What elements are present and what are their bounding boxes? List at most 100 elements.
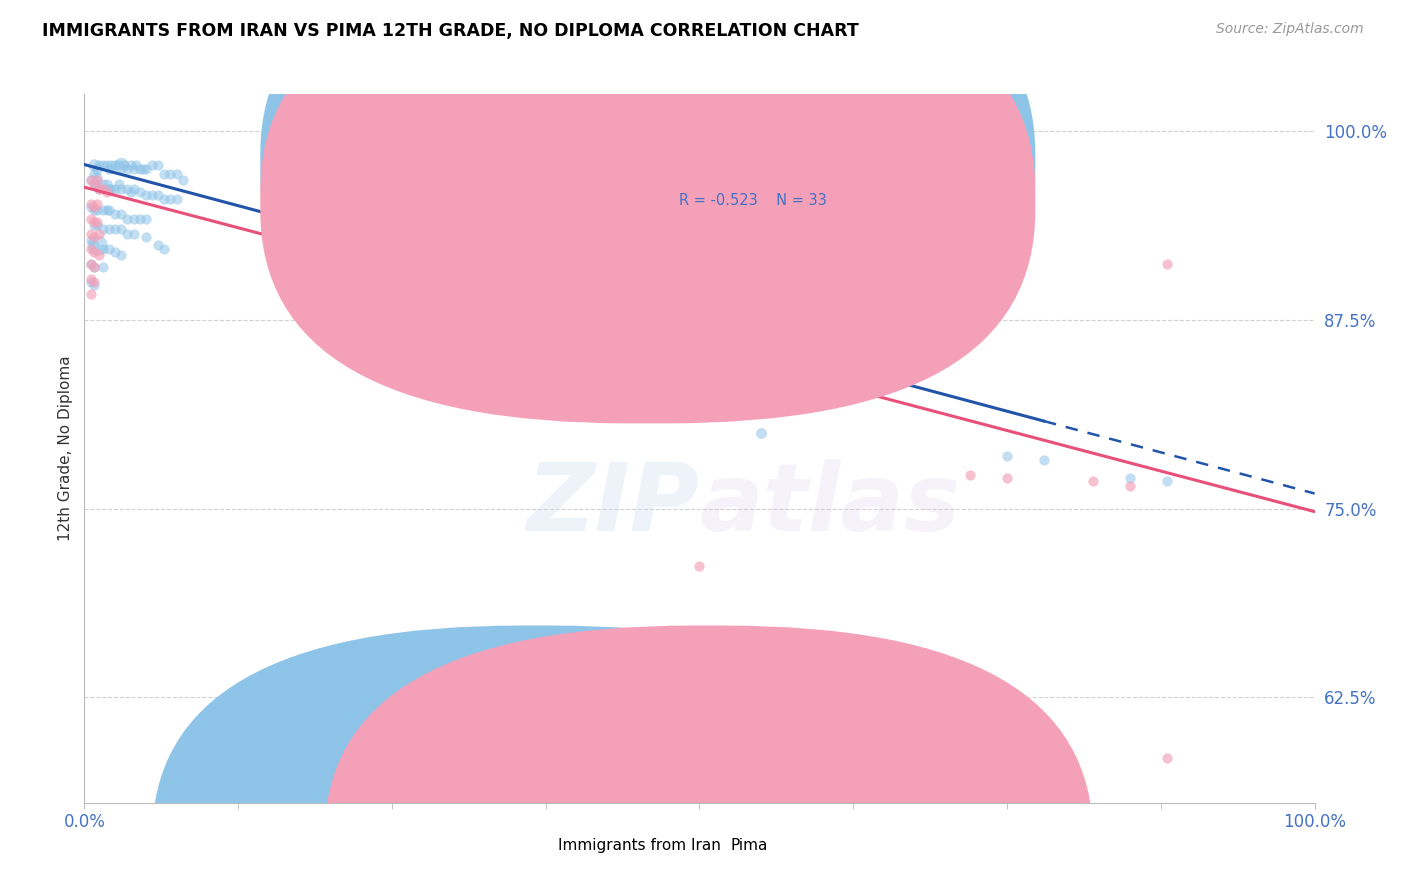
Point [96, 202, 118, 217]
Point [108, 177, 131, 191]
Point [995, 471, 1018, 485]
Point [79, 287, 101, 301]
Point [91, 157, 114, 171]
Point [128, 185, 150, 199]
Point [166, 167, 188, 181]
Point [79, 227, 101, 241]
Point [295, 157, 318, 171]
Point [344, 157, 367, 171]
Point [86, 172, 108, 186]
Point [83, 278, 105, 293]
Point [83, 260, 105, 275]
Point [83, 245, 105, 260]
Point [135, 230, 157, 244]
Point [83, 202, 105, 217]
Point [83, 230, 105, 244]
Point [959, 468, 981, 483]
Point [418, 167, 440, 181]
Point [1033, 453, 1056, 467]
Point [79, 275, 101, 289]
Point [110, 248, 132, 262]
Point [125, 157, 148, 171]
Text: atlas: atlas [700, 459, 960, 551]
Point [122, 211, 145, 226]
Point [135, 187, 157, 202]
Point [104, 157, 127, 171]
Point [1083, 475, 1105, 489]
Point [87, 227, 111, 241]
Point [117, 182, 139, 196]
Point [132, 162, 155, 177]
Point [122, 182, 145, 196]
Point [98, 162, 120, 177]
Point [91, 182, 114, 196]
Point [83, 167, 105, 181]
Point [79, 172, 101, 186]
Point [91, 177, 114, 191]
Point [96, 177, 118, 191]
Point [443, 260, 465, 275]
Point [467, 263, 489, 277]
Point [467, 162, 489, 177]
Point [110, 207, 132, 221]
FancyBboxPatch shape [260, 0, 1035, 424]
Point [87, 182, 111, 196]
Point [100, 182, 122, 196]
Point [148, 237, 170, 252]
Point [1156, 475, 1178, 489]
Text: Source: ZipAtlas.com: Source: ZipAtlas.com [1216, 22, 1364, 37]
Point [381, 211, 404, 226]
Point [1119, 471, 1142, 485]
FancyBboxPatch shape [607, 133, 872, 228]
Point [86, 215, 108, 229]
Point [83, 200, 105, 214]
Point [112, 157, 135, 171]
Point [257, 202, 280, 217]
Text: R = -0.407    N = 86: R = -0.407 N = 86 [679, 156, 827, 170]
Text: Immigrants from Iran: Immigrants from Iran [558, 838, 721, 853]
Point [98, 222, 120, 236]
Point [96, 185, 118, 199]
Point [87, 157, 111, 171]
Point [86, 196, 108, 211]
Point [689, 558, 711, 573]
Point [135, 162, 157, 177]
Point [749, 313, 772, 327]
Point [135, 211, 157, 226]
Point [83, 177, 105, 191]
FancyBboxPatch shape [325, 625, 1094, 892]
Point [153, 192, 176, 206]
Point [141, 187, 163, 202]
Point [128, 211, 150, 226]
Point [1156, 257, 1178, 271]
Point [153, 242, 176, 256]
Point [1119, 479, 1142, 493]
Point [83, 218, 105, 232]
Point [98, 182, 120, 196]
Point [91, 202, 114, 217]
FancyBboxPatch shape [260, 0, 1035, 386]
Point [910, 187, 932, 202]
Point [86, 202, 108, 217]
Point [98, 202, 120, 217]
Point [104, 207, 127, 221]
Point [79, 233, 101, 247]
Point [104, 182, 127, 196]
Point [117, 227, 139, 241]
Point [120, 157, 142, 171]
Point [86, 237, 108, 252]
Point [96, 157, 118, 171]
Point [314, 162, 336, 177]
Y-axis label: 12th Grade, No Diploma: 12th Grade, No Diploma [58, 355, 73, 541]
Point [86, 218, 108, 232]
Point [159, 192, 181, 206]
Point [153, 167, 176, 181]
Point [117, 211, 139, 226]
Point [79, 272, 101, 286]
Point [79, 200, 101, 214]
Point [117, 162, 139, 177]
Point [83, 177, 105, 191]
Point [120, 185, 142, 199]
FancyBboxPatch shape [152, 625, 921, 892]
Point [295, 157, 318, 171]
